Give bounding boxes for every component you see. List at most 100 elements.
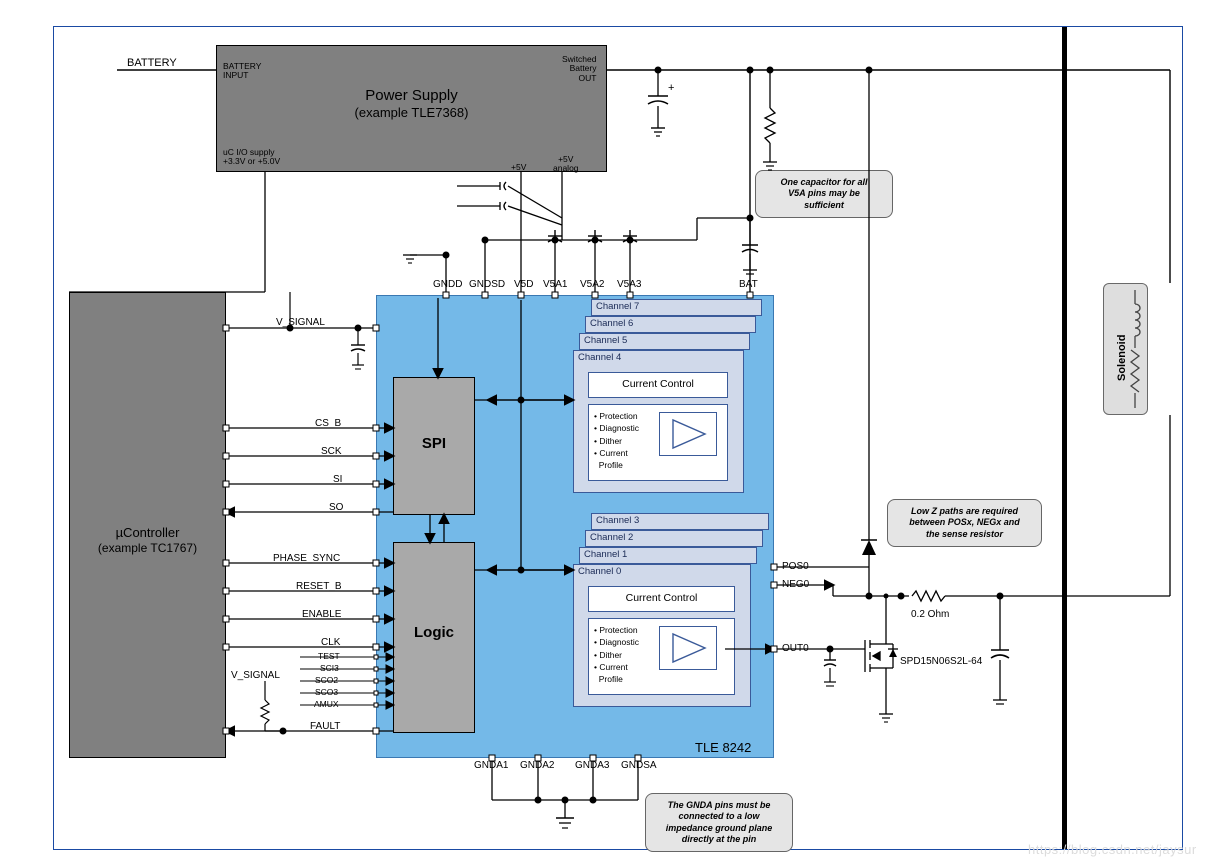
note-capacitor: One capacitor for allV5A pins may besuff… [755,170,893,218]
pinsq-clk [373,644,380,651]
pinsq-neg0 [771,582,778,589]
uc-pin-csb [223,425,230,432]
channel-7: Channel 7 [591,299,762,316]
channel-3: Channel 3 [591,513,769,530]
pinsq-gndsd [482,292,489,299]
pin-gndsd: GNDSD [469,279,505,290]
bullets-b-text: • Protection• Diagnostic• Dither• Curren… [594,624,639,686]
sig-vsignal-bot: V_SIGNAL [231,670,280,681]
channel-6: Channel 6 [585,316,756,333]
pinsq-gndd [443,292,450,299]
pinsq-phasesync [373,560,380,567]
dot-6 [482,237,489,244]
mosfet-label: SPD15N06S2L-64 [900,656,982,667]
uc-pin-so [223,509,230,516]
sig-so: SO [329,502,343,513]
pinsq-v5d [518,292,525,299]
sig-fault: FAULT [310,721,340,732]
channel-stack-a: Channel 7 Channel 6 Channel 5 Channel 4 … [591,299,762,493]
sig-si: SI [333,474,342,485]
bullets-a-text: • Protection• Diagnostic• Dither• Curren… [594,410,639,472]
pinsq-v5a3 [627,292,634,299]
pinsq-pos0 [771,564,778,571]
channel-1: Channel 1 [579,547,757,564]
pinsq-sco2 [374,679,379,684]
dot-9 [827,646,834,653]
pinsq-enable [373,616,380,623]
spi-label: SPI [393,435,475,452]
pin-gndsa: GNDSA [621,760,657,771]
chip-name: TLE 8242 [695,740,751,755]
uc-pin-vsig [223,325,230,332]
ps-plus5v-analog: +5Vanalog [553,155,579,173]
note-gnda: The GNDA pins must beconnected to a lowi… [645,793,793,852]
pinsq-gnda3 [590,755,597,762]
ps-subtitle: (example TLE7368) [216,105,607,120]
diagram-canvas: BATTERY Power Supply (example TLE7368) B… [0,0,1209,862]
ps-battery-input: BATTERYINPUT [223,62,261,81]
pinsq-sck [373,453,380,460]
uc-pin-fault [223,728,230,735]
solenoid-coil-icon [1126,290,1144,408]
cc-a-label: Current Control [588,378,728,390]
dot-4 [287,325,294,332]
channel-2: Channel 2 [585,530,763,547]
channel-stack-b: Channel 3 Channel 2 Channel 1 Channel 0 … [591,513,769,707]
amp-a-icon [659,412,717,456]
sig-sco2: SCO2 [315,675,338,685]
pin-gndd: GNDD [433,279,462,290]
dot-4b [355,325,362,332]
pinsq-sco3 [374,691,379,696]
pinsq-bat [747,292,754,299]
sig-sci3: SCI3 [320,663,339,673]
pin-gnda1: GNDA1 [474,760,508,771]
pinsq-test [374,655,379,660]
uc-pin-sck [223,453,230,460]
sig-vsignal-top: V_SIGNAL [276,317,325,328]
pin-v5a3: V5A3 [617,279,641,290]
sig-clk: CLK [321,637,340,648]
uc-pin-en [223,616,230,623]
dot-1 [655,67,662,74]
uc-pin-clk [223,644,230,651]
pinsq-si [373,481,380,488]
sig-sco3: SCO3 [315,687,338,697]
sense-res-label: 0.2 Ohm [911,609,949,620]
pinsq-gndsa [635,755,642,762]
dot-6c [592,237,599,244]
pinsq-so [373,509,380,516]
sig-test: TEST [318,651,340,661]
pinsq-sci3 [374,667,379,672]
pinsq-fault [373,728,380,735]
dot-8 [280,728,287,735]
pinsq-resetb [373,588,380,595]
pin-bat: BAT [739,279,758,290]
uc-pin-ps [223,560,230,567]
sig-amux: AMUX [314,699,339,709]
mc-title: µController [69,525,226,540]
pinsq-csb [373,425,380,432]
pinsq-gnda1 [489,755,496,762]
sig-resetb: RESET_B [296,581,342,592]
cc-b-label: Current Control [588,592,735,604]
pin-v5a2: V5A2 [580,279,604,290]
pinsq-v5a2 [592,292,599,299]
pin-out0: OUT0 [782,643,809,654]
pin-pos0: POS0 [782,561,809,572]
battery-label: BATTERY [127,57,177,69]
battery-rail [1062,27,1067,849]
ps-switched-out: SwitchedBatteryOUT [562,55,597,83]
dot-2b [767,67,774,74]
dot-5 [443,252,450,259]
sig-sck: SCK [321,446,342,457]
pin-v5a1: V5A1 [543,279,567,290]
pinsq-vsignal [373,325,380,332]
dot-7 [747,215,754,222]
pinsq-gnda2 [535,755,542,762]
ps-plus5v: +5V [511,162,526,172]
amp-b-icon [659,626,717,670]
pinsq-amux [374,703,379,708]
pin-gnda2: GNDA2 [520,760,554,771]
pinsq-out0 [771,646,778,653]
pin-v5d: V5D [514,279,533,290]
